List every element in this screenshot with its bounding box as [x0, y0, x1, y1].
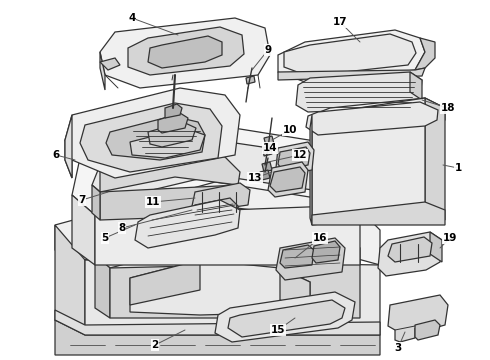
- Polygon shape: [388, 237, 432, 262]
- Polygon shape: [128, 27, 244, 75]
- Polygon shape: [65, 88, 240, 178]
- Polygon shape: [268, 162, 308, 197]
- Text: 19: 19: [443, 233, 457, 243]
- Polygon shape: [130, 260, 200, 305]
- Text: 14: 14: [263, 143, 277, 153]
- Polygon shape: [106, 116, 205, 160]
- Text: 18: 18: [441, 103, 455, 113]
- Polygon shape: [158, 113, 188, 133]
- Polygon shape: [410, 72, 422, 100]
- Polygon shape: [135, 200, 240, 248]
- Polygon shape: [55, 320, 380, 355]
- Polygon shape: [92, 185, 100, 220]
- Polygon shape: [276, 238, 345, 280]
- Polygon shape: [415, 320, 440, 340]
- Text: 1: 1: [454, 163, 462, 173]
- Polygon shape: [228, 300, 345, 337]
- Polygon shape: [284, 34, 416, 76]
- Polygon shape: [100, 58, 120, 70]
- Polygon shape: [100, 52, 105, 90]
- Polygon shape: [100, 150, 240, 192]
- Polygon shape: [264, 136, 274, 146]
- Text: 17: 17: [333, 17, 347, 27]
- Polygon shape: [80, 103, 222, 172]
- Polygon shape: [278, 68, 425, 80]
- Text: 9: 9: [265, 45, 271, 55]
- Text: 8: 8: [119, 223, 125, 233]
- Polygon shape: [95, 205, 360, 265]
- Text: 3: 3: [394, 343, 402, 353]
- Polygon shape: [55, 225, 85, 335]
- Polygon shape: [100, 185, 238, 220]
- Polygon shape: [263, 146, 272, 156]
- Text: 6: 6: [52, 150, 60, 160]
- Polygon shape: [215, 292, 355, 342]
- Polygon shape: [130, 128, 205, 158]
- Polygon shape: [165, 104, 182, 118]
- Polygon shape: [246, 76, 255, 84]
- Polygon shape: [148, 36, 222, 68]
- Polygon shape: [65, 115, 72, 178]
- Polygon shape: [72, 195, 95, 265]
- Polygon shape: [312, 98, 425, 225]
- Polygon shape: [92, 140, 345, 200]
- Polygon shape: [310, 115, 312, 225]
- Text: 11: 11: [146, 197, 160, 207]
- Polygon shape: [280, 245, 314, 268]
- Text: 13: 13: [248, 173, 262, 183]
- Polygon shape: [425, 98, 445, 220]
- Polygon shape: [312, 241, 340, 263]
- Text: 4: 4: [128, 13, 136, 23]
- Polygon shape: [310, 98, 445, 138]
- Polygon shape: [190, 198, 238, 228]
- Polygon shape: [278, 147, 310, 170]
- Polygon shape: [95, 255, 110, 318]
- Text: 5: 5: [101, 233, 109, 243]
- Polygon shape: [270, 167, 305, 192]
- Polygon shape: [72, 125, 360, 215]
- Polygon shape: [65, 140, 72, 178]
- Text: 2: 2: [151, 340, 159, 350]
- Text: 15: 15: [271, 325, 285, 335]
- Polygon shape: [276, 142, 314, 175]
- Polygon shape: [378, 232, 442, 276]
- Polygon shape: [415, 38, 435, 70]
- Polygon shape: [430, 232, 442, 262]
- Polygon shape: [100, 18, 270, 88]
- Polygon shape: [95, 205, 360, 268]
- Polygon shape: [306, 102, 438, 135]
- Polygon shape: [260, 170, 270, 180]
- Text: 16: 16: [313, 233, 327, 243]
- Polygon shape: [110, 262, 360, 318]
- Text: 7: 7: [78, 195, 86, 205]
- Polygon shape: [278, 30, 425, 82]
- Polygon shape: [55, 310, 380, 335]
- Polygon shape: [192, 183, 250, 212]
- Text: 10: 10: [283, 125, 297, 135]
- Polygon shape: [148, 122, 196, 147]
- Text: 12: 12: [293, 150, 307, 160]
- Polygon shape: [55, 180, 380, 265]
- Polygon shape: [262, 162, 272, 172]
- Polygon shape: [130, 260, 310, 315]
- Polygon shape: [312, 202, 445, 225]
- Polygon shape: [280, 268, 310, 312]
- Polygon shape: [296, 72, 422, 112]
- Polygon shape: [388, 295, 448, 342]
- Polygon shape: [85, 260, 380, 335]
